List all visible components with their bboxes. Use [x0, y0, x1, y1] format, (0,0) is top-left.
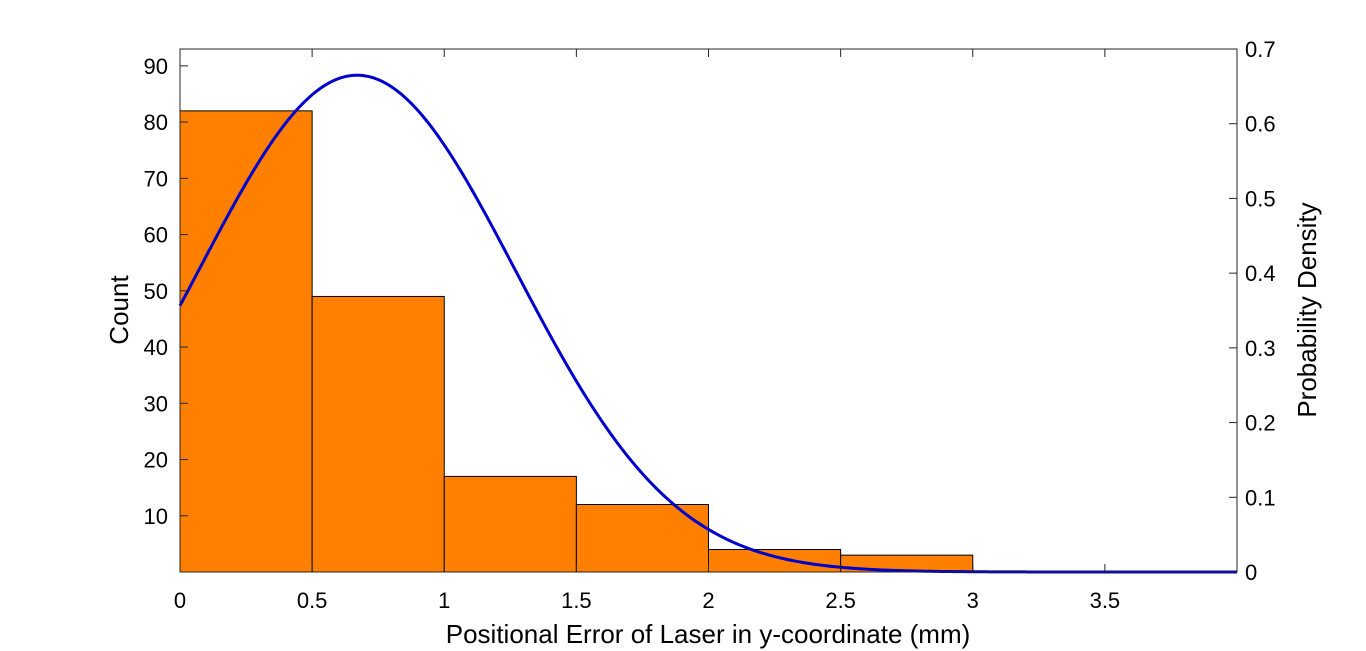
y-tick-label: 80 — [144, 110, 168, 135]
y-axis-right: 0 0.1 0.2 0.3 0.4 0.5 0.6 0.7 — [1229, 37, 1276, 585]
histogram-bars — [179, 110, 974, 573]
x-tick-label: 3.5 — [1090, 588, 1121, 613]
y2-tick-label: 0.6 — [1245, 112, 1276, 137]
x-axis-label: Positional Error of Laser in y-coordinat… — [446, 619, 971, 649]
y2-tick-label: 0 — [1245, 560, 1257, 585]
y-tick-label: 40 — [144, 335, 168, 360]
y-tick-label: 50 — [144, 279, 168, 304]
y-axis-left: 10 20 30 40 50 60 70 80 90 — [144, 54, 188, 529]
y-tick-label: 20 — [144, 448, 168, 473]
y-axis-label: Count — [104, 275, 134, 345]
x-axis: 0 0.5 1 1.5 2 2.5 3 3.5 — [174, 49, 1120, 613]
y2-tick-label: 0.4 — [1245, 261, 1276, 286]
y-tick-label: 90 — [144, 54, 168, 79]
x-tick-label: 3 — [967, 588, 979, 613]
y2-tick-label: 0.7 — [1245, 37, 1276, 62]
y2-tick-label: 0.2 — [1245, 411, 1276, 436]
x-tick-label: 2.5 — [825, 588, 856, 613]
histogram-bar — [179, 110, 313, 573]
y2-tick-label: 0.5 — [1245, 186, 1276, 211]
y-tick-label: 70 — [144, 166, 168, 191]
y2-tick-label: 0.1 — [1245, 485, 1276, 510]
y-tick-label: 10 — [144, 504, 168, 529]
x-tick-label: 0 — [174, 588, 186, 613]
histogram-bar — [443, 475, 577, 573]
x-tick-label: 2 — [702, 588, 714, 613]
x-tick-label: 1 — [438, 588, 450, 613]
histogram-bar — [708, 549, 842, 573]
y-tick-label: 60 — [144, 223, 168, 248]
y2-tick-label: 0.3 — [1245, 336, 1276, 361]
y2-axis-label: Probability Density — [1292, 202, 1322, 417]
y-tick-label: 30 — [144, 391, 168, 416]
x-tick-label: 0.5 — [297, 588, 328, 613]
histogram-bar — [311, 295, 445, 573]
x-tick-label: 1.5 — [561, 588, 592, 613]
